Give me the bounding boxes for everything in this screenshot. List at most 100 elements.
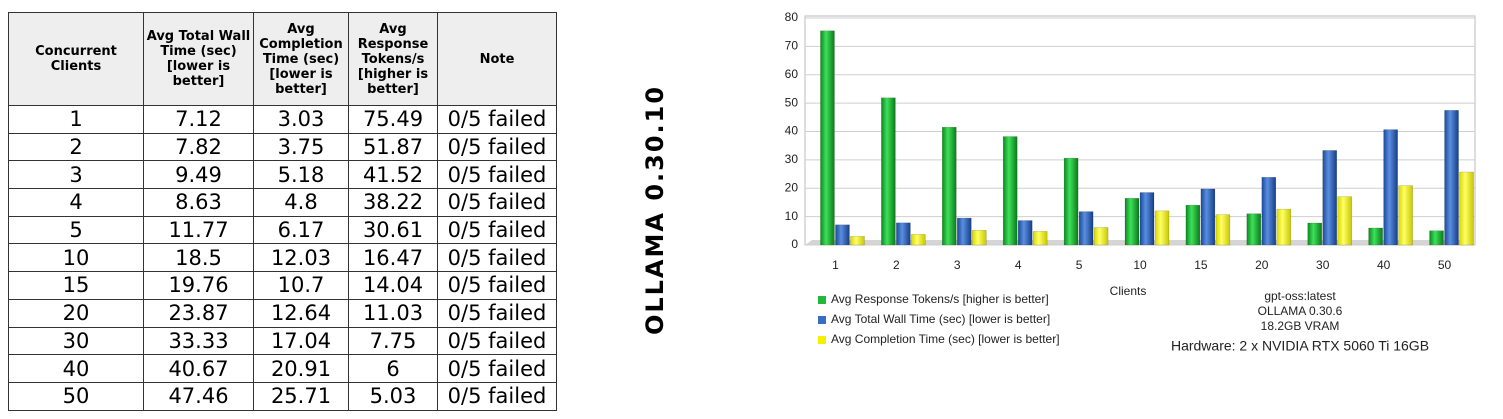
table-cell: 7.82	[143, 132, 254, 162]
bar	[1368, 227, 1383, 246]
legend-label: Avg Total Wall Time (sec) [lower is bett…	[831, 312, 1050, 326]
y-tick-label: 30	[785, 152, 799, 166]
y-tick-label: 10	[785, 209, 799, 223]
table-cell: 3	[8, 160, 144, 190]
table-cell: 50	[8, 381, 144, 411]
y-tick-label: 70	[785, 39, 799, 53]
bar	[1459, 171, 1474, 246]
table-cell: 0/5 failed	[437, 381, 557, 411]
table-cell: 25.71	[253, 381, 349, 411]
legend-label: Avg Completion Time (sec) [lower is bett…	[831, 332, 1060, 346]
legend-label: Avg Response Tokens/s [higher is better]	[831, 292, 1049, 306]
table-cell: 0/5 failed	[437, 105, 557, 134]
table-cell: 3.75	[253, 132, 349, 162]
table-cell: 40.67	[143, 354, 254, 383]
table-row: 40 40.67 20.91 6 0/5 failed	[8, 354, 557, 383]
bar	[1383, 129, 1398, 246]
bar	[1398, 185, 1413, 246]
header-cell: Note	[437, 12, 557, 106]
y-tick-label: 80	[785, 10, 799, 24]
bar	[1093, 227, 1109, 246]
table-cell: 47.46	[143, 381, 254, 411]
table-cell: 0/5 failed	[437, 354, 557, 383]
table-cell: 0/5 failed	[437, 215, 557, 245]
bar	[850, 236, 865, 246]
bar	[972, 230, 987, 246]
bar	[896, 222, 911, 246]
bar	[1078, 211, 1094, 246]
bar	[1322, 150, 1337, 246]
bar	[881, 97, 896, 246]
table-cell: 41.52	[348, 160, 438, 190]
bar	[1444, 110, 1459, 246]
table-cell: 5	[8, 215, 144, 245]
table-cell: 0/5 failed	[437, 188, 557, 217]
header-cell: Avg Total Wall Time (sec) [lower is bett…	[143, 12, 254, 106]
table-cell: 4.8	[253, 188, 349, 217]
bar	[1215, 214, 1231, 246]
table-row: 3 9.49 5.18 41.52 0/5 failed	[8, 160, 557, 190]
table-row: 10 18.5 12.03 16.47 0/5 failed	[8, 243, 557, 273]
table-cell: 7.12	[143, 105, 254, 134]
x-tick-label: 40	[1377, 258, 1391, 272]
bar	[1139, 192, 1155, 246]
bar	[957, 217, 972, 246]
bar	[820, 30, 835, 246]
bar	[1200, 188, 1216, 246]
x-tick-label: 4	[1015, 258, 1022, 272]
x-tick-label: 1	[832, 258, 839, 272]
table-cell: 75.49	[348, 105, 438, 134]
table-cell: 16.47	[348, 243, 438, 273]
bar	[1017, 220, 1033, 246]
x-tick-label: 2	[893, 258, 900, 272]
header-cell: Concurrent Clients	[8, 12, 144, 106]
x-tick-label: 10	[1133, 258, 1147, 272]
legend-swatch	[818, 296, 826, 304]
table-cell: 1	[8, 105, 144, 134]
bar	[1032, 231, 1048, 246]
table-cell: 19.76	[143, 271, 254, 300]
table-cell: 0/5 failed	[437, 271, 557, 300]
table-cell: 0/5 failed	[437, 298, 557, 328]
y-tick-label: 20	[785, 180, 799, 194]
bar	[1246, 213, 1262, 246]
x-tick-label: 3	[954, 258, 961, 272]
x-tick-label: 20	[1255, 258, 1269, 272]
table-cell: 6	[348, 354, 438, 383]
table-cell: 7.75	[348, 326, 438, 356]
bar	[1337, 196, 1352, 246]
table-cell: 5.03	[348, 381, 438, 411]
bar	[1276, 208, 1292, 246]
table-row: 15 19.76 10.7 14.04 0/5 failed	[8, 271, 557, 300]
bar	[1063, 157, 1079, 246]
annotation: gpt-oss:latest	[1264, 289, 1336, 303]
table-cell: 33.33	[143, 326, 254, 356]
bar	[1154, 210, 1170, 246]
bar	[1002, 136, 1018, 246]
table-body: 1 7.12 3.03 75.49 0/5 failed 2 7.82 3.75 51.87 0/…	[8, 105, 557, 411]
x-tick-label: 30	[1316, 258, 1330, 272]
x-tick-label: 15	[1194, 258, 1208, 272]
table-cell: 15	[8, 271, 144, 300]
header-cell: Avg Completion Time (sec) [lower is bett…	[253, 12, 349, 106]
table-cell: 10.7	[253, 271, 349, 300]
x-tick-label: 5	[1076, 258, 1083, 272]
table-cell: 17.04	[253, 326, 349, 356]
bar	[835, 224, 850, 246]
y-tick-label: 50	[785, 95, 799, 109]
table-cell: 2	[8, 132, 144, 162]
bar	[942, 126, 957, 246]
table-cell: 51.87	[348, 132, 438, 162]
bar	[1307, 222, 1322, 246]
table-cell: 5.18	[253, 160, 349, 190]
bar	[911, 234, 926, 246]
annotation: Hardware: 2 x NVIDIA RTX 5060 Ti 16GB	[1171, 338, 1429, 354]
table-cell: 23.87	[143, 298, 254, 328]
x-axis-title: Clients	[1110, 284, 1147, 298]
table-row: 50 47.46 25.71 5.03 0/5 failed	[8, 381, 557, 411]
results-table: Concurrent Clients Avg Total Wall Time (s…	[8, 12, 557, 411]
legend-swatch	[818, 316, 826, 324]
table-cell: 14.04	[348, 271, 438, 300]
